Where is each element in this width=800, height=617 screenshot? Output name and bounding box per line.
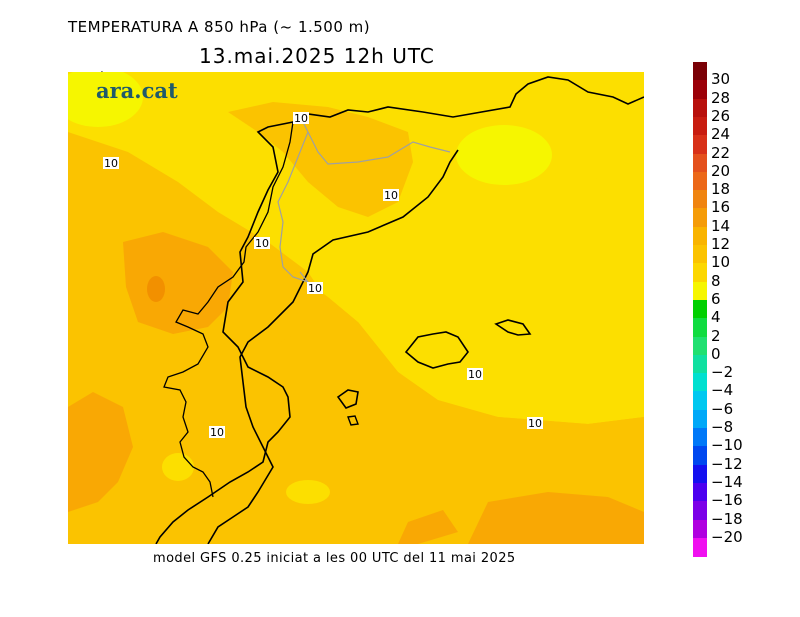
legend-label: −20 xyxy=(711,527,743,546)
legend-label: 8 xyxy=(711,271,721,290)
legend-swatch xyxy=(693,482,707,502)
model-info: model GFS 0.25 iniciat a les 00 UTC del … xyxy=(153,551,516,566)
field-8-10-blob2 xyxy=(162,453,194,481)
legend-label: −18 xyxy=(711,509,743,528)
legend-label: −4 xyxy=(711,381,734,400)
contour-label: 10 xyxy=(293,112,309,125)
legend-label: 4 xyxy=(711,308,721,327)
legend-swatch xyxy=(693,98,707,118)
legend-label: −16 xyxy=(711,491,743,510)
legend-swatch xyxy=(693,263,707,283)
legend-swatch xyxy=(693,135,707,154)
contour-label-text: 10 xyxy=(210,426,224,439)
legend-label: 10 xyxy=(711,253,731,272)
legend-label: 14 xyxy=(711,216,731,235)
legend-label: −2 xyxy=(711,363,734,382)
contour-label-text: 10 xyxy=(255,237,269,250)
contour-label-text: 10 xyxy=(384,189,398,202)
field-10-12-pyrenees xyxy=(228,102,413,217)
legend-swatch xyxy=(693,428,707,447)
legend-swatch xyxy=(693,318,707,337)
contour-label-text: 10 xyxy=(528,417,542,430)
contour-label-text: 10 xyxy=(294,112,308,125)
legend-label: −14 xyxy=(711,472,743,491)
legend-label: −12 xyxy=(711,454,743,473)
contour-label-text: 10 xyxy=(104,157,118,170)
island-ibiza xyxy=(336,389,359,409)
legend-swatch xyxy=(693,336,707,356)
legend-label: −10 xyxy=(711,436,743,455)
field-12-14-south2 xyxy=(398,510,458,544)
legend-label: 18 xyxy=(711,180,731,199)
legend-swatch xyxy=(693,116,707,136)
legend-swatch xyxy=(693,281,707,301)
island-formentera xyxy=(347,415,359,426)
legend-label: 26 xyxy=(711,106,731,125)
legend-swatch xyxy=(693,537,707,557)
legend-swatch xyxy=(693,208,707,228)
contour-label-text: 10 xyxy=(308,282,322,295)
ara-cat-logo: ara.cat xyxy=(96,78,178,103)
legend-swatch xyxy=(693,153,707,173)
legend-label: 28 xyxy=(711,88,731,107)
coastline xyxy=(155,76,644,544)
contour-label: 10 xyxy=(254,237,270,250)
contour-label: 10 xyxy=(209,426,225,439)
field-12-14-south xyxy=(468,492,644,544)
coastline-catalonia xyxy=(207,149,459,544)
temperature-map: 10 10 10 10 10 10 10 10 xyxy=(68,72,644,544)
legend-label: 0 xyxy=(711,344,721,363)
legend-swatch xyxy=(693,409,707,429)
legend-label: 22 xyxy=(711,143,731,162)
island-mallorca xyxy=(404,331,469,369)
field-6-8-corner xyxy=(68,72,143,127)
legend-swatch xyxy=(693,171,707,191)
legend-swatch xyxy=(693,62,707,81)
field-12-14-southwest xyxy=(68,392,133,512)
legend-swatch xyxy=(693,299,707,319)
legend-label: 12 xyxy=(711,235,731,253)
field-6-8-france xyxy=(456,125,552,185)
legend-label: −8 xyxy=(711,418,734,436)
legend-label: 6 xyxy=(711,289,721,308)
contour-label: 10 xyxy=(467,368,483,381)
legend-swatch xyxy=(693,501,707,520)
legend-swatch xyxy=(693,519,707,539)
island-menorca xyxy=(494,319,532,336)
legend-label: 20 xyxy=(711,161,731,180)
contour-label-text: 10 xyxy=(468,368,482,381)
legend-swatch xyxy=(693,80,707,100)
contour-label: 10 xyxy=(383,189,399,202)
legend-swatch xyxy=(693,373,707,392)
field-12-14-inner xyxy=(147,276,165,302)
legend-swatch xyxy=(693,354,707,374)
legend-swatch xyxy=(693,190,707,209)
legend-label: 24 xyxy=(711,125,731,144)
legend-label: 16 xyxy=(711,198,731,217)
legend-swatch xyxy=(693,245,707,264)
field-12-14-aragon xyxy=(123,232,233,334)
legend-swatch xyxy=(693,464,707,484)
forecast-date: 13.mai.2025 12h UTC xyxy=(199,44,435,68)
legend-label: 2 xyxy=(711,326,721,345)
contour-label: 10 xyxy=(307,282,323,295)
border-aragon xyxy=(163,121,294,498)
contour-label: 10 xyxy=(527,417,543,430)
field-10-12-south xyxy=(68,322,644,544)
field-8-10-blob xyxy=(286,480,330,504)
contour-label: 10 xyxy=(103,157,119,170)
legend-label: −6 xyxy=(711,399,734,418)
legend-swatch xyxy=(693,446,707,466)
legend-label: 30 xyxy=(711,70,731,89)
legend-swatch xyxy=(693,226,707,246)
chart-title: TEMPERATURA A 850 hPa (~ 1.500 m) xyxy=(68,18,371,36)
region-line xyxy=(277,121,451,284)
legend-swatch xyxy=(693,391,707,411)
